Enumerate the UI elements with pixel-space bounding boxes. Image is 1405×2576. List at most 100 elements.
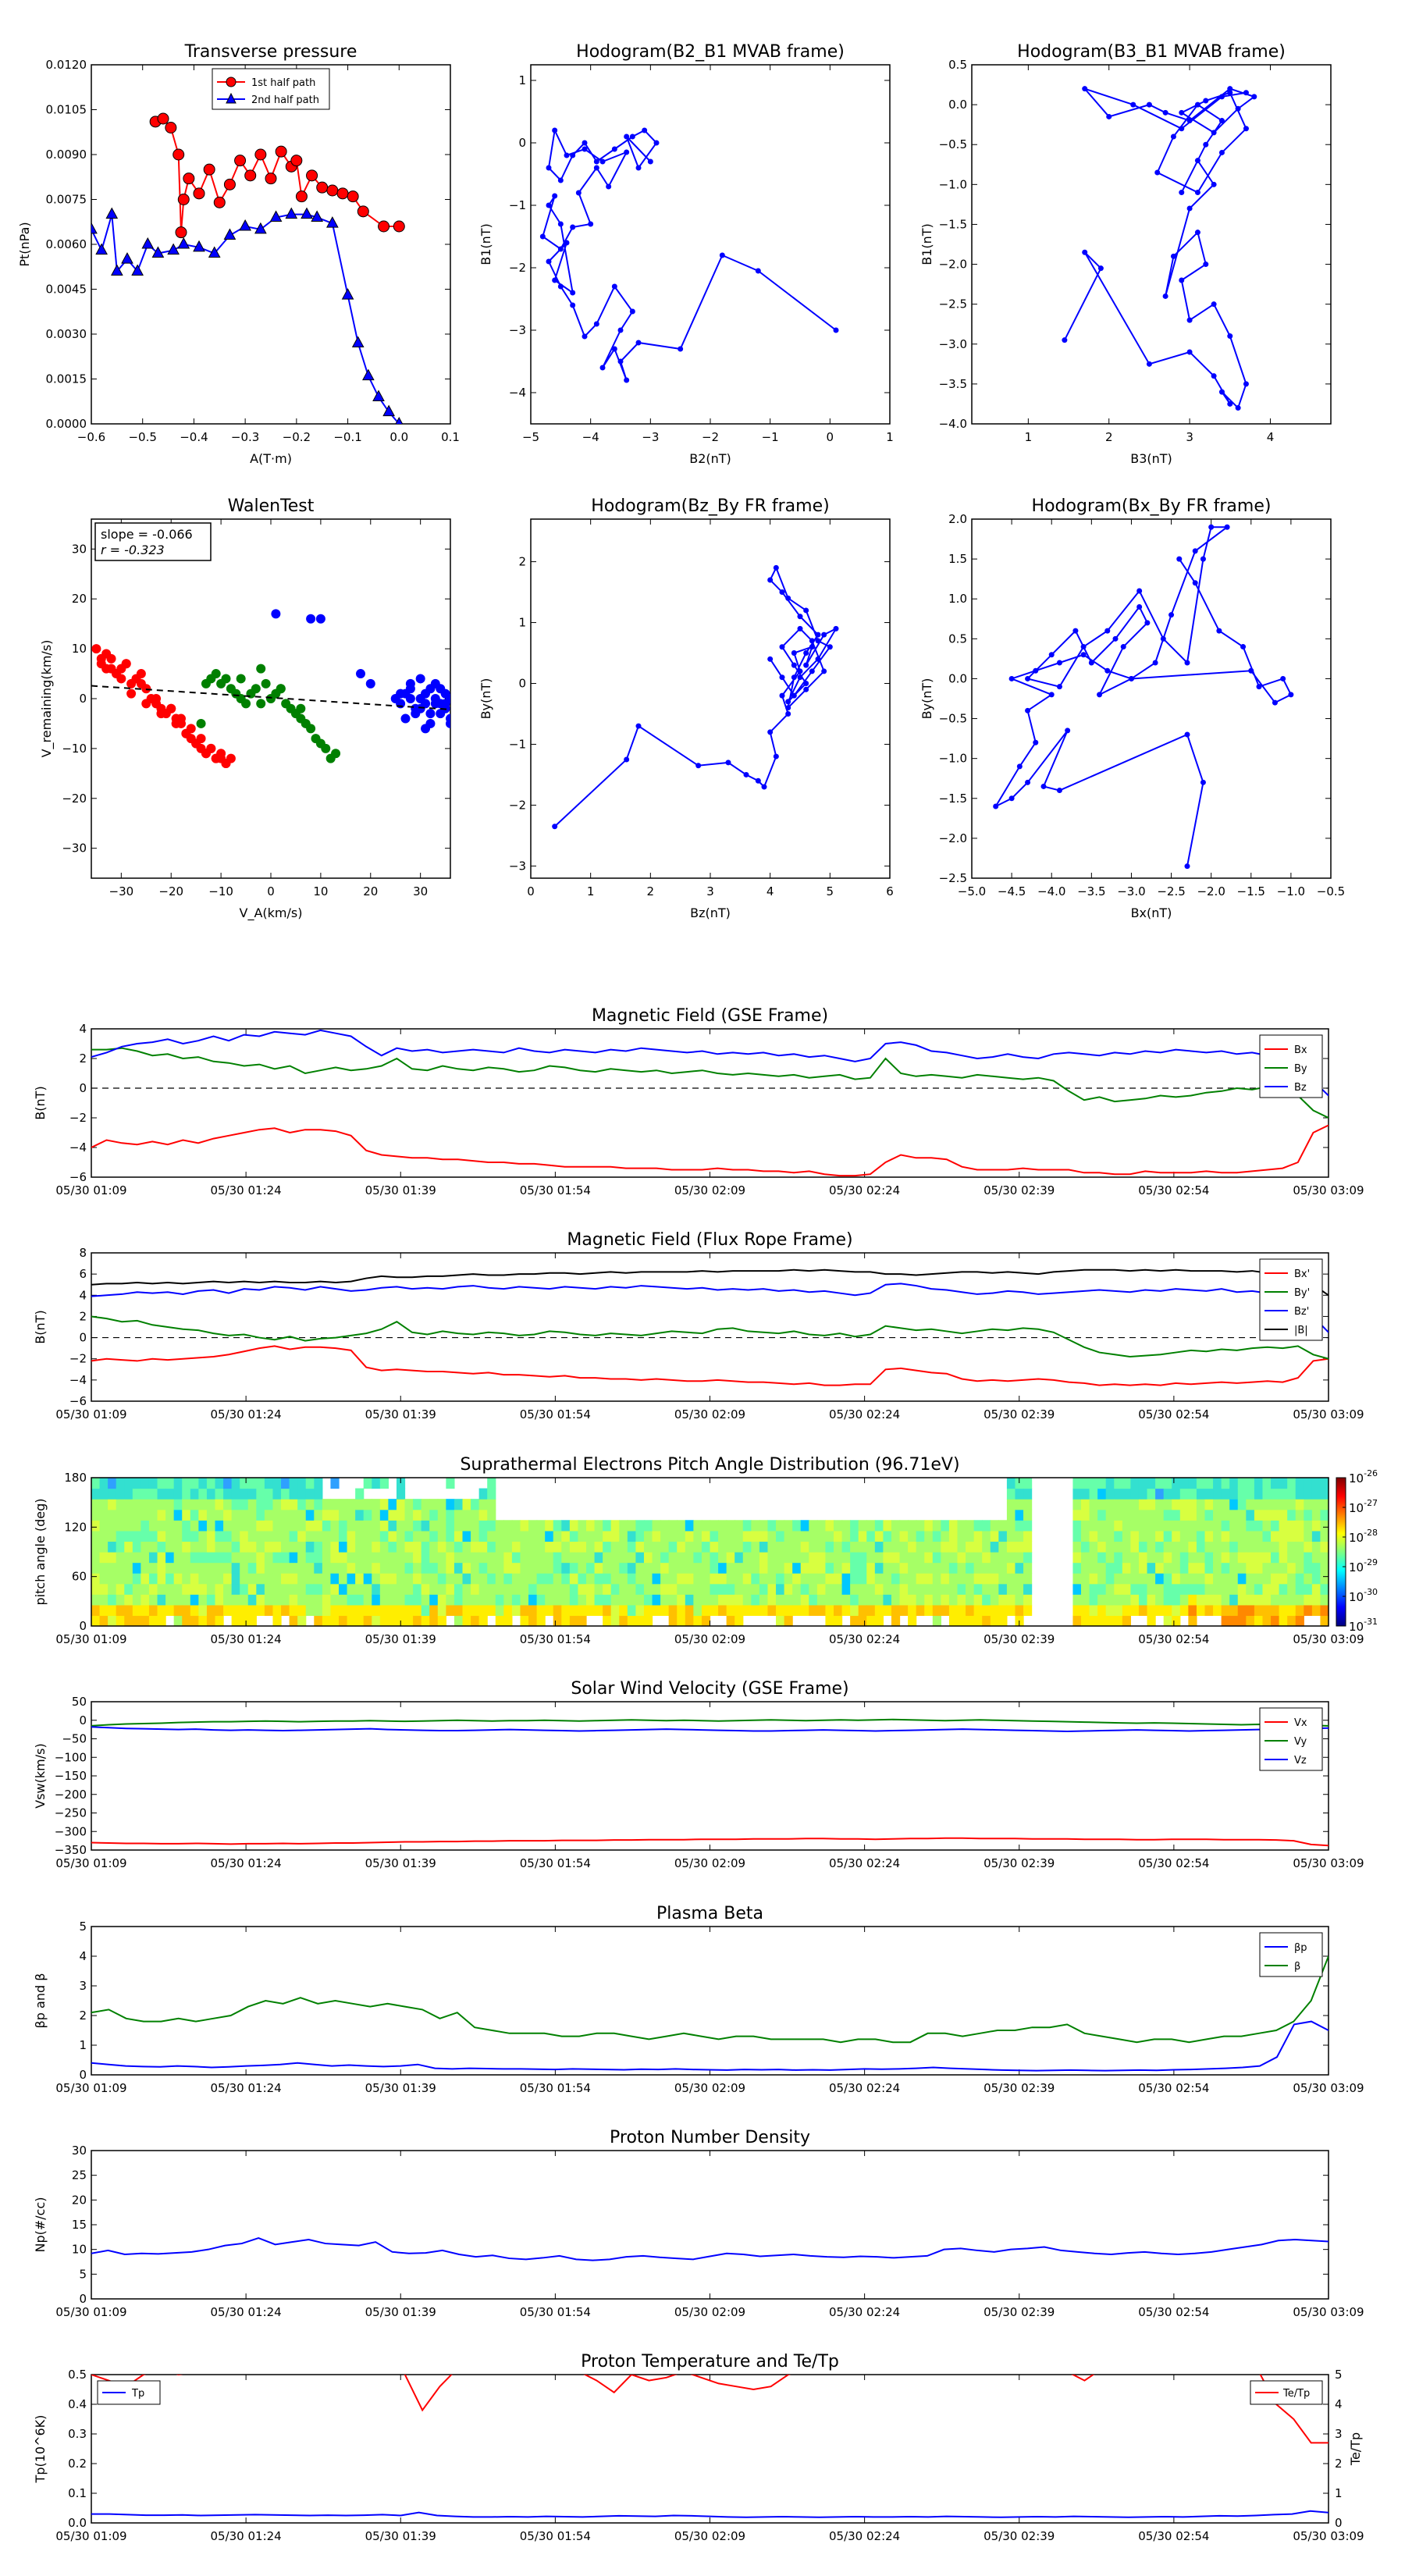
hodo_b3b1-point (1082, 86, 1088, 92)
pad-cell (866, 1573, 876, 1585)
hodo_bzby-point (803, 681, 809, 687)
pad-cell (668, 1615, 678, 1627)
pad-cell (742, 1562, 752, 1574)
hodo_bxby-point (1136, 588, 1143, 594)
transverse_pressure-legend-label: 1st half path (251, 77, 315, 89)
pad-cell (355, 1488, 365, 1500)
pad-cell (206, 1562, 216, 1574)
pad-cell (932, 1583, 941, 1595)
pad-cell (1246, 1478, 1255, 1489)
pad-cell (767, 1520, 777, 1532)
pad-cell (916, 1604, 925, 1617)
transverse_pressure-point (269, 210, 283, 222)
pad-cell (503, 1594, 513, 1606)
mag_gse-series-By (91, 1047, 1329, 1119)
hodo_b2b1-point (611, 146, 617, 152)
pad-cell (1105, 1530, 1115, 1542)
transverse_pressure-legend-marker (226, 92, 237, 104)
hodo_b3b1-point (1186, 118, 1193, 124)
hodo_b3b1-point (1211, 373, 1217, 379)
pad-cell (718, 1604, 727, 1617)
pad-cell (124, 1509, 133, 1521)
pad-cell (850, 1530, 859, 1542)
pad-cell (948, 1552, 959, 1564)
pad-cell (1023, 1562, 1033, 1574)
pad-cell (735, 1552, 744, 1564)
sw_vel-xtick-label: 05/30 02:24 (829, 1856, 900, 1870)
transverse_pressure-point (223, 178, 236, 190)
transverse_pressure-xtick-label: −0.3 (231, 430, 259, 444)
pad-cell (437, 1499, 446, 1510)
pad-cell (388, 1499, 397, 1510)
pad-cell (710, 1583, 719, 1595)
pad-cell (718, 1541, 727, 1553)
pad-cell (1015, 1562, 1024, 1574)
pad-cell (693, 1520, 702, 1532)
pad-cell (272, 1562, 282, 1574)
walen_test-point (251, 684, 261, 694)
proton_temp-ytick-label: 0.3 (68, 2427, 87, 2441)
pad-cell (924, 1594, 934, 1606)
pad-cell (272, 1478, 282, 1489)
pad-cell (1006, 1509, 1016, 1521)
pad-cell (652, 1552, 661, 1564)
pad-cell (471, 1594, 480, 1606)
pad-cell (816, 1573, 827, 1585)
pad-cell (339, 1573, 348, 1585)
pad-cell (429, 1604, 439, 1617)
transverse_pressure-point (326, 216, 339, 228)
pad-cell (800, 1530, 809, 1542)
pad-cell (610, 1562, 620, 1574)
pad-cell (339, 1541, 348, 1553)
pad-cell (701, 1604, 711, 1617)
pad-cell (396, 1573, 406, 1585)
transverse_pressure-point (382, 404, 395, 417)
walen_test-point (176, 713, 186, 724)
pad-cell (215, 1594, 224, 1606)
pad-cell (372, 1530, 381, 1542)
pad-cell (635, 1604, 645, 1617)
plasma_beta-xtick-label: 05/30 01:09 (55, 2081, 126, 2095)
pad-cell (536, 1520, 546, 1532)
pad-cell (281, 1562, 290, 1574)
pad-cell (578, 1562, 587, 1574)
pad-cell (619, 1583, 628, 1595)
pad-cell (635, 1573, 645, 1585)
hodo_bzby-ylabel: By(nT) (478, 678, 493, 720)
pad-cell (1023, 1478, 1033, 1489)
mag_fr-frame (91, 1252, 1329, 1402)
pad-cell (511, 1530, 521, 1542)
pad-cell (429, 1499, 439, 1510)
pad-cell (1304, 1573, 1313, 1585)
pad-cell (462, 1583, 471, 1595)
pad-cell (908, 1520, 917, 1532)
pad-cell (1015, 1583, 1024, 1595)
pad-cell (1122, 1594, 1131, 1606)
pad-cell (776, 1594, 785, 1606)
pad-cell (478, 1615, 488, 1627)
pad-cell (182, 1615, 191, 1627)
pad-cell (891, 1604, 901, 1617)
transverse_pressure-point (326, 184, 339, 197)
pad-cell (91, 1509, 101, 1521)
pad-cell (1138, 1604, 1148, 1617)
pad-cell (314, 1478, 323, 1489)
pad-cell (190, 1573, 199, 1585)
hodo_bzby-point (767, 656, 774, 662)
pad-cell (421, 1530, 430, 1542)
pad-cell (1254, 1604, 1264, 1617)
proton_density-ytick-label: 20 (72, 2193, 87, 2207)
pad-cell (784, 1530, 793, 1542)
pad-cell (173, 1552, 183, 1564)
pad-cell (784, 1615, 793, 1627)
pad-cell (941, 1594, 950, 1606)
transverse_pressure-ytick-label: 0.0030 (46, 327, 87, 341)
pad-cell (1097, 1552, 1107, 1564)
pad-cell (372, 1604, 381, 1617)
pad-cell (767, 1552, 777, 1564)
walen_test-ytick-label: 20 (72, 592, 87, 606)
pad-cell (165, 1488, 175, 1500)
pad-cell (1130, 1478, 1140, 1489)
pad-cell (388, 1573, 397, 1585)
pad-cell (413, 1520, 422, 1532)
